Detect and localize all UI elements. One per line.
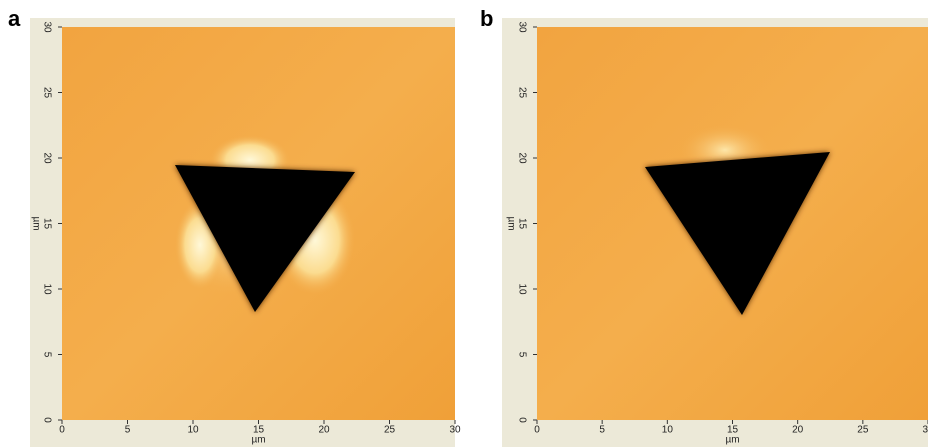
x-tick-label: 10: [187, 425, 199, 436]
y-tick-label: 20: [41, 152, 52, 164]
x-tick-label: 5: [599, 425, 605, 436]
x-axis-label: µm: [725, 435, 739, 446]
x-tick-label: 20: [318, 425, 330, 436]
y-tick-label: 25: [41, 87, 52, 99]
x-tick-label: 25: [384, 425, 396, 436]
y-tick-label: 25: [516, 87, 527, 99]
y-tick-label: 15: [41, 218, 52, 230]
y-tick-label: 0: [516, 417, 527, 423]
x-axis-label: µm: [251, 435, 265, 446]
y-tick-label: 10: [516, 283, 527, 295]
y-tick-label: 30: [41, 21, 52, 33]
y-tick-label: 5: [516, 352, 527, 358]
panel-label: a: [8, 6, 21, 31]
x-tick-label: 20: [792, 425, 804, 436]
x-tick-label: 10: [662, 425, 674, 436]
x-tick-label: 25: [857, 425, 869, 436]
y-tick-label: 0: [41, 417, 52, 423]
x-tick-label: 5: [125, 425, 131, 436]
x-tick-label: 0: [534, 425, 540, 436]
panel-label: b: [480, 6, 493, 31]
x-tick-label: 30: [922, 425, 928, 436]
y-axis-label: µm: [505, 216, 516, 230]
figure: a051015202530051015202530µmµmb0510152025…: [0, 0, 928, 447]
x-tick-label: 30: [449, 425, 461, 436]
y-tick-label: 15: [516, 218, 527, 230]
y-tick-label: 30: [516, 21, 527, 33]
y-axis-label: µm: [30, 216, 41, 230]
x-tick-label: 0: [59, 425, 65, 436]
y-tick-label: 5: [41, 352, 52, 358]
y-tick-label: 20: [516, 152, 527, 164]
y-tick-label: 10: [41, 283, 52, 295]
